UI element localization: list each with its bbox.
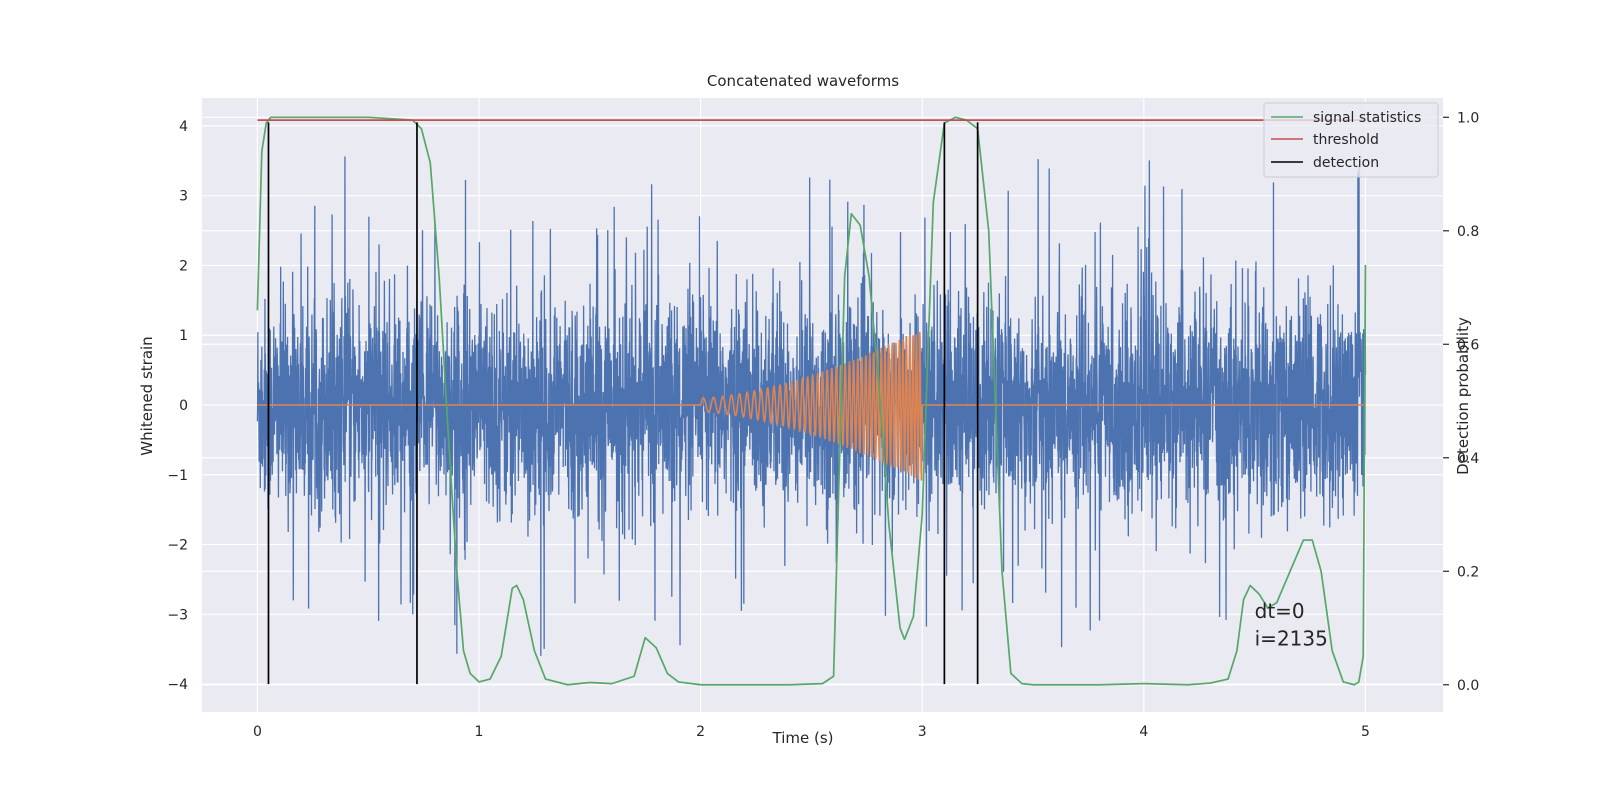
x-tick-label: 2 bbox=[696, 724, 705, 740]
waveform-line bbox=[257, 331, 1366, 481]
x-axis-label: Time (s) bbox=[772, 729, 834, 747]
signal-statistics-line bbox=[256, 116, 1367, 686]
y2-axis-label: Detection probability bbox=[1454, 317, 1472, 475]
data-layer bbox=[256, 116, 1367, 686]
annotations: dt=0 i=2135 bbox=[1255, 599, 1328, 651]
y-axis-label: Whitened strain bbox=[138, 336, 156, 455]
y-tick-label: −4 bbox=[167, 677, 188, 693]
y-tick-label: −2 bbox=[167, 538, 188, 554]
legend-label-signal-statistics: signal statistics bbox=[1313, 110, 1421, 126]
x-tick-label: 0 bbox=[253, 724, 262, 740]
legend-label-threshold: threshold bbox=[1313, 132, 1379, 148]
right-axis-ticks: 0.0 0.2 0.4 0.6 0.8 1.0 bbox=[1443, 110, 1479, 694]
chart-title: Concatenated waveforms bbox=[707, 72, 899, 90]
y2-tick-label: 0.2 bbox=[1457, 564, 1479, 580]
legend: signal statistics threshold detection bbox=[1263, 102, 1439, 178]
left-axis-ticks: −4 −3 −2 −1 0 1 2 3 4 bbox=[167, 119, 188, 693]
y-tick-label: −1 bbox=[167, 468, 188, 484]
bottom-axis-ticks: 0 1 2 3 4 5 bbox=[253, 724, 1370, 740]
x-tick-label: 4 bbox=[1139, 724, 1148, 740]
y-tick-label: 3 bbox=[179, 189, 188, 205]
y-tick-label: 4 bbox=[179, 119, 188, 135]
x-tick-label: 1 bbox=[475, 724, 484, 740]
y2-tick-label: 1.0 bbox=[1457, 110, 1479, 126]
y-tick-label: 2 bbox=[179, 258, 188, 274]
y2-tick-label: 0.0 bbox=[1457, 678, 1479, 694]
annotation-dt: dt=0 bbox=[1255, 599, 1305, 623]
y-tick-label: 0 bbox=[179, 398, 188, 414]
y2-tick-label: 0.6 bbox=[1457, 337, 1479, 353]
y-tick-label: −3 bbox=[167, 607, 188, 623]
legend-label-detection: detection bbox=[1313, 155, 1379, 171]
legend-box bbox=[1263, 102, 1439, 178]
y2-tick-label: 0.8 bbox=[1457, 224, 1479, 240]
y2-tick-label: 0.4 bbox=[1457, 451, 1479, 467]
annotation-index: i=2135 bbox=[1255, 627, 1328, 651]
y-tick-label: 1 bbox=[179, 328, 188, 344]
x-tick-label: 5 bbox=[1361, 724, 1370, 740]
x-tick-label: 3 bbox=[918, 724, 927, 740]
